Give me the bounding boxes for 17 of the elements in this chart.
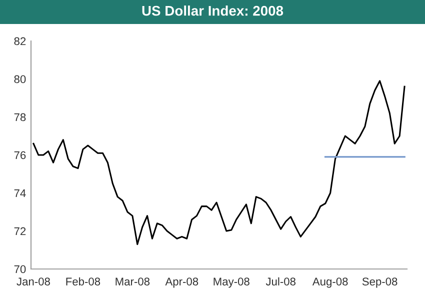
y-tick-label: 78 (14, 113, 26, 122)
x-tick-label: May-08 (214, 278, 250, 288)
x-tick-label: Feb-08 (66, 277, 100, 286)
y-tick-label: 70 (14, 265, 26, 274)
x-tick-label: Jul-08 (266, 277, 296, 286)
line-series (32, 80, 406, 246)
y-tick-label: 72 (14, 227, 26, 236)
y-tick-label: 76 (14, 151, 26, 160)
y-tick-label: 74 (14, 189, 26, 198)
x-tick-label: Sep-08 (362, 278, 398, 288)
x-tick-label: Jan-08 (16, 278, 50, 286)
x-tick-label: Aug-08 (312, 278, 348, 288)
y-tick-label: 82 (14, 37, 26, 46)
x-tick-label: Mar-08 (116, 278, 150, 286)
chart-title: US Dollar Index: 2008 (142, 6, 284, 16)
y-tick-label: 80 (14, 75, 26, 84)
x-tick-label: Apr-08 (165, 278, 198, 288)
